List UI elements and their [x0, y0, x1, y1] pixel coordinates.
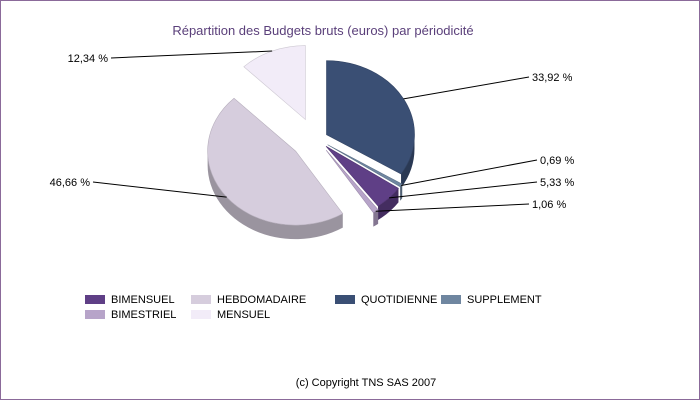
legend-label-mensuel: MENSUEL: [217, 308, 271, 321]
pie-slice-quotidienne: [326, 60, 415, 188]
legend-item-bimestriel: BIMESTRIEL: [85, 307, 191, 322]
pie-slice-top-mensuel: [243, 45, 306, 121]
data-label-hebdomadaire: 46,66 %: [50, 177, 91, 189]
leader-line-quotidienne: [403, 76, 530, 100]
pie-slice-bimestriel: [325, 149, 379, 227]
legend-label-bimestriel: BIMESTRIEL: [111, 308, 177, 321]
legend-label-bimensuel: BIMENSUEL: [111, 293, 175, 306]
pie-slice-side-quotidienne: [401, 134, 415, 188]
legend-item-mensuel: MENSUEL: [191, 307, 270, 322]
legend-row-2: BIMESTRIEL MENSUEL: [85, 307, 645, 322]
data-label-supplement: 0,69 %: [540, 155, 574, 167]
legend-swatch-hebdomadaire: [191, 295, 211, 304]
chart-title: Répartition des Budgets bruts (euros) pa…: [172, 23, 474, 38]
leader-line-bimestriel: [375, 203, 530, 212]
legend-item-bimensuel: BIMENSUEL: [85, 292, 191, 307]
leader-line-supplement: [401, 159, 538, 186]
legend-swatch-bimestriel: [85, 310, 105, 319]
legend-label-quotidienne: QUOTIDIENNE: [361, 293, 438, 306]
legend-item-hebdomadaire: HEBDOMADAIRE: [191, 292, 335, 307]
data-label-mensuel: 12,34 %: [68, 53, 109, 65]
legend-swatch-quotidienne: [335, 295, 355, 304]
pie-slice-top-bimestriel: [325, 149, 379, 214]
copyright-text: (c) Copyright TNS SAS 2007: [295, 377, 437, 389]
legend-item-quotidienne: QUOTIDIENNE: [335, 292, 441, 307]
data-label-bimensuel: 5,33 %: [540, 177, 574, 189]
legend-swatch-bimensuel: [85, 295, 105, 304]
data-label-quotidienne: 33,92 %: [532, 72, 573, 84]
legend-row-1: BIMENSUEL HEBDOMADAIRE QUOTIDIENNE SUPPL…: [85, 292, 645, 307]
pie-slice-mensuel: [243, 45, 306, 121]
leader-line-bimensuel: [389, 181, 538, 199]
pie-slice-side-bimensuel: [378, 188, 399, 221]
data-label-bimestriel: 1,06 %: [532, 199, 566, 211]
legend-label-hebdomadaire: HEBDOMADAIRE: [217, 293, 307, 306]
leader-line-hebdomadaire: [92, 181, 227, 198]
pie-slice-top-quotidienne: [326, 60, 415, 175]
legend-swatch-supplement: [441, 295, 461, 304]
leader-line-mensuel: [110, 50, 273, 59]
pie-slice-side-hebdomadaire: [207, 151, 343, 240]
legend: BIMENSUEL HEBDOMADAIRE QUOTIDIENNE SUPPL…: [85, 292, 645, 322]
legend-item-supplement: SUPPLEMENT: [441, 292, 542, 307]
pie-slice-hebdomadaire: [207, 97, 344, 240]
legend-swatch-mensuel: [191, 310, 211, 319]
pie-slice-top-hebdomadaire: [207, 97, 344, 226]
pie-slice-side-bimestriel: [373, 209, 379, 227]
legend-label-supplement: SUPPLEMENT: [467, 293, 542, 306]
